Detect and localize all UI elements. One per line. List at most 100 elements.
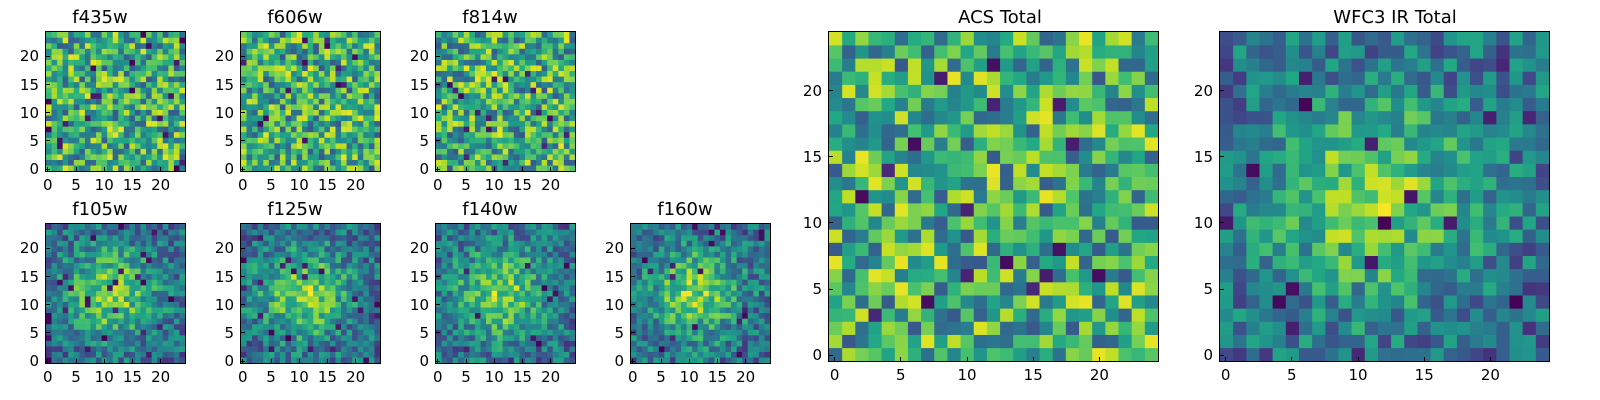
heatmap-cell: [363, 340, 369, 347]
heatmap-cell: [268, 340, 275, 347]
heatmap-cell: [68, 82, 74, 88]
heatmap-cell: [51, 159, 58, 166]
heatmap-cell: [252, 32, 258, 38]
heatmap-cell: [447, 165, 453, 171]
heatmap-cell: [653, 229, 659, 236]
heatmap-cell: [168, 262, 174, 269]
heatmap-cell: [558, 65, 564, 72]
heatmap-cell: [51, 251, 58, 258]
heatmap-cell: [257, 240, 264, 247]
heatmap-cell: [123, 154, 130, 160]
heatmap-cell: [57, 246, 63, 252]
heatmap-cell: [263, 59, 269, 66]
heatmap-cell: [363, 109, 369, 116]
heatmap-cell: [441, 115, 448, 122]
heatmap-cell: [703, 290, 709, 297]
heatmap-cell: [279, 279, 286, 286]
heatmap-cell: [558, 224, 564, 230]
heatmap-cell: [747, 235, 754, 241]
heatmap-cell: [341, 318, 347, 325]
heatmap-cell: [441, 48, 448, 55]
heatmap-cell: [274, 120, 281, 127]
heatmap-cell: [502, 262, 509, 269]
heatmap-cell: [84, 126, 91, 133]
x-tick-mark: [131, 167, 133, 172]
heatmap-cell: [447, 59, 453, 66]
heatmap-cell: [257, 59, 264, 66]
heatmap-cell: [541, 48, 548, 55]
heatmap-cell: [107, 274, 113, 280]
heatmap-cell: [934, 282, 948, 296]
heatmap-cell: [274, 37, 281, 44]
heatmap-cell: [536, 301, 542, 308]
heatmap-cell: [368, 312, 375, 319]
heatmap-cell: [558, 43, 564, 49]
heatmap-cell: [129, 32, 136, 38]
heatmap-cell: [441, 307, 448, 314]
heatmap-cell: [436, 48, 442, 55]
heatmap-cell: [246, 346, 253, 352]
heatmap-cell: [129, 115, 136, 122]
heatmap-cell: [374, 279, 380, 286]
heatmap-cell: [112, 54, 119, 60]
heatmap-cell: [934, 321, 948, 335]
heatmap-cell: [118, 312, 124, 319]
heatmap-cell: [318, 229, 325, 236]
heatmap-cell: [112, 312, 119, 319]
heatmap-cell: [486, 59, 492, 66]
heatmap-cell: [719, 301, 726, 308]
heatmap-cell: [307, 224, 314, 230]
heatmap-cell: [352, 285, 358, 291]
heatmap-cell: [524, 351, 531, 358]
heatmap-cell: [447, 224, 453, 230]
heatmap-cell: [563, 132, 570, 138]
heatmap-cell: [452, 262, 459, 269]
heatmap-cell: [1052, 229, 1067, 243]
heatmap-cell: [257, 87, 264, 94]
heatmap-cell: [73, 262, 80, 269]
heatmap-cell: [458, 262, 464, 269]
heatmap-cell: [307, 37, 314, 44]
heatmap-cell: [513, 48, 520, 55]
heatmap-cell: [346, 351, 353, 358]
heatmap-cell: [90, 132, 97, 138]
heatmap-cell: [307, 32, 314, 38]
heatmap-cell: [536, 82, 542, 88]
heatmap-cell: [168, 340, 174, 347]
y-tick-mark: [240, 247, 245, 249]
heatmap-cell: [1052, 137, 1067, 151]
heatmap-cell: [134, 143, 141, 149]
heatmap-cell: [692, 235, 698, 241]
heatmap-cell: [658, 307, 665, 314]
heatmap-cell: [736, 274, 743, 280]
heatmap-cell: [486, 154, 492, 160]
heatmap-cell: [458, 246, 464, 252]
heatmap-cell: [268, 285, 275, 291]
heatmap-cell: [252, 340, 258, 347]
heatmap-cell: [51, 335, 58, 341]
heatmap-cell: [84, 76, 91, 83]
heatmap-cell: [753, 285, 759, 291]
heatmap-cell: [318, 324, 325, 330]
heatmap-cell: [279, 43, 286, 49]
heatmap-cell: [658, 290, 665, 297]
heatmap-cell: [357, 296, 364, 302]
heatmap-cell: [57, 340, 63, 347]
heatmap-cell: [697, 229, 704, 236]
heatmap-cell: [73, 32, 80, 38]
heatmap-cell: [84, 251, 91, 258]
heatmap-cell: [352, 132, 358, 138]
heatmap-cell: [1052, 268, 1067, 283]
heatmap-cell: [307, 65, 314, 72]
heatmap-cell: [57, 290, 63, 297]
heatmap-cell: [681, 351, 687, 358]
heatmap-cell: [96, 165, 102, 171]
heatmap-cell: [497, 120, 503, 127]
heatmap-cell: [855, 242, 869, 256]
heatmap-cell: [497, 148, 503, 155]
y-tick-mark: [435, 112, 440, 114]
heatmap-cell: [686, 351, 693, 358]
heatmap-cell: [252, 290, 258, 297]
heatmap-cell: [352, 290, 358, 297]
heatmap-cell: [921, 321, 935, 335]
